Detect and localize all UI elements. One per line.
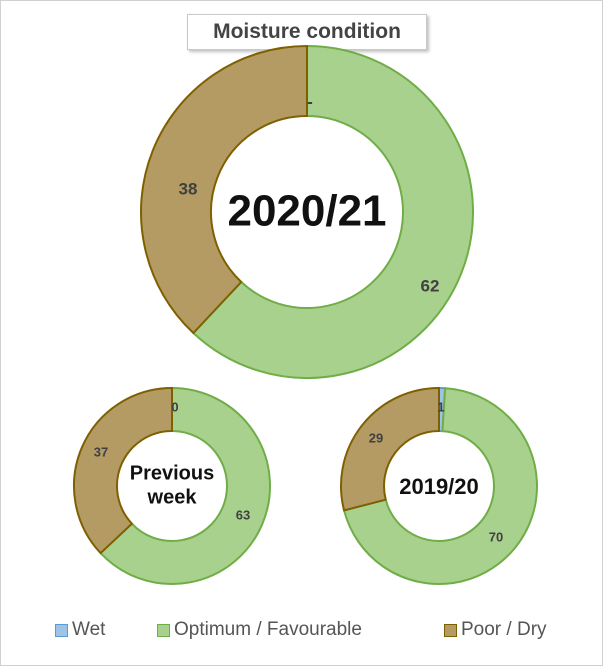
chart-title-text: Moisture condition bbox=[213, 20, 401, 43]
center-label-previous-line-0: Previous bbox=[130, 462, 214, 484]
slice-main-dry bbox=[140, 44, 308, 335]
data-label-previous-dry: 37 bbox=[94, 444, 108, 459]
data-label-main-optimum: 62 bbox=[421, 276, 440, 295]
slice-lastyear-dry bbox=[340, 386, 440, 512]
legend-swatch-optimum bbox=[157, 623, 170, 637]
chart-legend: Wet Optimum / Favourable Poor / Dry bbox=[0, 619, 603, 643]
data-label-lastyear-wet: 1 bbox=[437, 399, 444, 414]
data-label-lastyear-dry: 29 bbox=[369, 430, 383, 445]
legend-swatch-wet bbox=[55, 623, 68, 637]
data-label-lastyear-optimum: 70 bbox=[489, 529, 503, 544]
data-label-main-dry: 38 bbox=[179, 179, 198, 198]
legend-label-optimum: Optimum / Favourable bbox=[174, 619, 362, 640]
legend-label-dry: Poor / Dry bbox=[461, 619, 547, 640]
legend-item-optimum: Optimum / Favourable bbox=[157, 619, 362, 641]
data-label-previous-wet: 0 bbox=[171, 399, 178, 414]
slice-previous-dry bbox=[73, 386, 173, 555]
data-label-previous-optimum: 63 bbox=[236, 507, 250, 522]
legend-item-wet: Wet bbox=[55, 619, 105, 641]
legend-swatch-dry bbox=[444, 623, 457, 637]
slice-lastyear-optimum bbox=[342, 387, 538, 585]
legend-label-wet: Wet bbox=[72, 619, 106, 640]
center-label-main: 2020/21 bbox=[227, 187, 386, 236]
slice-main-optimum bbox=[191, 44, 474, 379]
chart-title: Moisture condition bbox=[187, 14, 427, 50]
center-label-lastyear: 2019/20 bbox=[399, 474, 479, 499]
data-label-main-wet: - bbox=[307, 92, 313, 111]
slice-previous-optimum bbox=[99, 386, 271, 585]
center-label-previous-line-1: week bbox=[147, 486, 198, 508]
legend-item-dry: Poor / Dry bbox=[444, 619, 547, 641]
